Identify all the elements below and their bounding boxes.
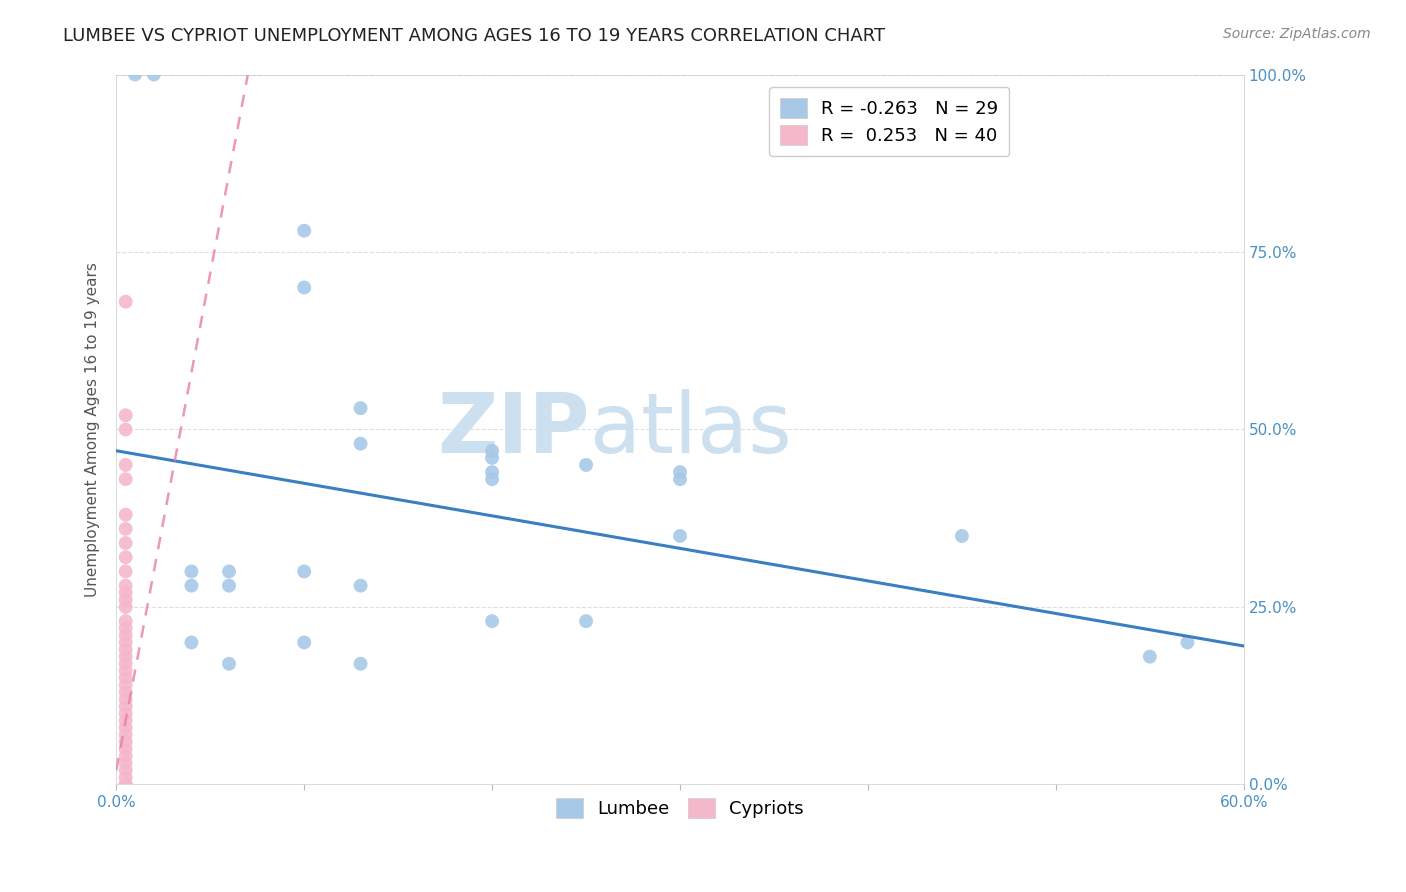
- Point: [114, 706, 136, 721]
- Point: [114, 671, 136, 685]
- Point: [114, 777, 136, 791]
- Point: [481, 472, 503, 486]
- Point: [292, 565, 315, 579]
- Legend: Lumbee, Cypriots: Lumbee, Cypriots: [548, 791, 811, 825]
- Point: [142, 68, 165, 82]
- Point: [114, 294, 136, 309]
- Point: [114, 714, 136, 728]
- Text: Source: ZipAtlas.com: Source: ZipAtlas.com: [1223, 27, 1371, 41]
- Point: [575, 458, 598, 472]
- Point: [114, 565, 136, 579]
- Point: [218, 579, 240, 593]
- Point: [1139, 649, 1161, 664]
- Point: [481, 443, 503, 458]
- Point: [114, 536, 136, 550]
- Point: [1177, 635, 1199, 649]
- Point: [114, 635, 136, 649]
- Y-axis label: Unemployment Among Ages 16 to 19 years: Unemployment Among Ages 16 to 19 years: [86, 262, 100, 597]
- Point: [114, 742, 136, 756]
- Point: [114, 756, 136, 771]
- Point: [349, 579, 371, 593]
- Point: [114, 472, 136, 486]
- Text: atlas: atlas: [591, 389, 792, 470]
- Point: [114, 763, 136, 777]
- Point: [669, 529, 692, 543]
- Point: [114, 699, 136, 714]
- Point: [180, 579, 202, 593]
- Point: [349, 657, 371, 671]
- Point: [669, 465, 692, 479]
- Point: [114, 614, 136, 628]
- Point: [218, 657, 240, 671]
- Point: [114, 664, 136, 678]
- Point: [114, 685, 136, 699]
- Point: [481, 450, 503, 465]
- Point: [114, 777, 136, 791]
- Point: [114, 678, 136, 692]
- Text: LUMBEE VS CYPRIOT UNEMPLOYMENT AMONG AGES 16 TO 19 YEARS CORRELATION CHART: LUMBEE VS CYPRIOT UNEMPLOYMENT AMONG AGE…: [63, 27, 886, 45]
- Point: [669, 472, 692, 486]
- Point: [114, 579, 136, 593]
- Point: [114, 592, 136, 607]
- Point: [180, 565, 202, 579]
- Point: [114, 409, 136, 423]
- Point: [114, 735, 136, 749]
- Point: [114, 621, 136, 635]
- Point: [349, 401, 371, 416]
- Point: [114, 522, 136, 536]
- Point: [481, 614, 503, 628]
- Text: ZIP: ZIP: [437, 389, 591, 470]
- Point: [292, 280, 315, 294]
- Point: [114, 550, 136, 565]
- Point: [114, 749, 136, 764]
- Point: [114, 508, 136, 522]
- Point: [114, 649, 136, 664]
- Point: [349, 436, 371, 450]
- Point: [481, 465, 503, 479]
- Point: [218, 565, 240, 579]
- Point: [114, 642, 136, 657]
- Point: [292, 224, 315, 238]
- Point: [114, 599, 136, 614]
- Point: [292, 635, 315, 649]
- Point: [950, 529, 973, 543]
- Point: [114, 422, 136, 436]
- Point: [124, 68, 146, 82]
- Point: [114, 728, 136, 742]
- Point: [180, 635, 202, 649]
- Point: [114, 657, 136, 671]
- Point: [114, 586, 136, 600]
- Point: [114, 770, 136, 784]
- Point: [114, 458, 136, 472]
- Point: [114, 628, 136, 642]
- Point: [114, 692, 136, 706]
- Point: [114, 721, 136, 735]
- Point: [575, 614, 598, 628]
- Point: [114, 777, 136, 791]
